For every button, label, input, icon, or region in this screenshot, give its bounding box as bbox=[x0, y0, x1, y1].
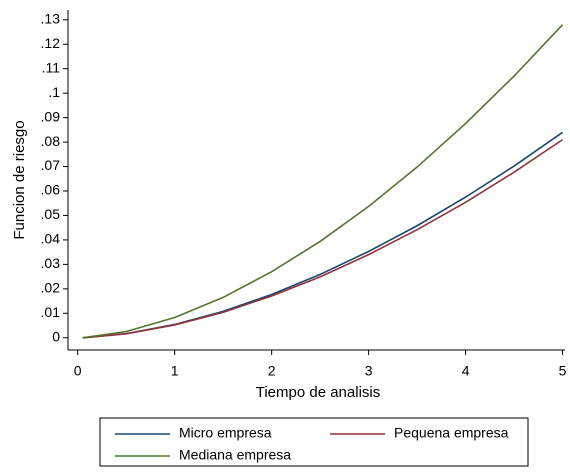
y-tick-label: .06 bbox=[41, 182, 61, 198]
series-line bbox=[82, 131, 564, 339]
y-tick-label: .01 bbox=[41, 304, 61, 320]
y-tick-label: .09 bbox=[41, 108, 61, 124]
y-tick-label: .13 bbox=[41, 10, 61, 26]
series-line bbox=[82, 138, 564, 339]
x-tick-label: 5 bbox=[559, 363, 567, 379]
x-tick-label: 1 bbox=[171, 363, 179, 379]
legend-label: Micro empresa bbox=[179, 425, 272, 441]
legend-label: Mediana empresa bbox=[179, 447, 291, 463]
y-tick-label: .05 bbox=[41, 206, 61, 222]
y-tick-label: .08 bbox=[41, 133, 61, 149]
x-tick-label: 3 bbox=[365, 363, 373, 379]
x-tick-label: 4 bbox=[462, 363, 470, 379]
x-tick-label: 2 bbox=[268, 363, 276, 379]
y-tick-label: .03 bbox=[41, 255, 61, 271]
y-tick-label: .04 bbox=[41, 231, 61, 247]
legend-box bbox=[99, 417, 529, 467]
y-tick-label: .12 bbox=[41, 35, 61, 51]
series-line bbox=[82, 24, 564, 339]
y-tick-label: .1 bbox=[48, 84, 60, 100]
y-tick-label: .07 bbox=[41, 157, 61, 173]
y-tick-label: .11 bbox=[42, 59, 61, 75]
legend-label: Pequena empresa bbox=[394, 425, 509, 441]
x-tick-label: 0 bbox=[74, 363, 82, 379]
y-axis-title: Funcion de riesgo bbox=[11, 120, 28, 239]
y-tick-label: .02 bbox=[41, 280, 61, 296]
y-tick-label: 0 bbox=[52, 328, 60, 344]
x-axis-title: Tiempo de analisis bbox=[256, 384, 381, 401]
